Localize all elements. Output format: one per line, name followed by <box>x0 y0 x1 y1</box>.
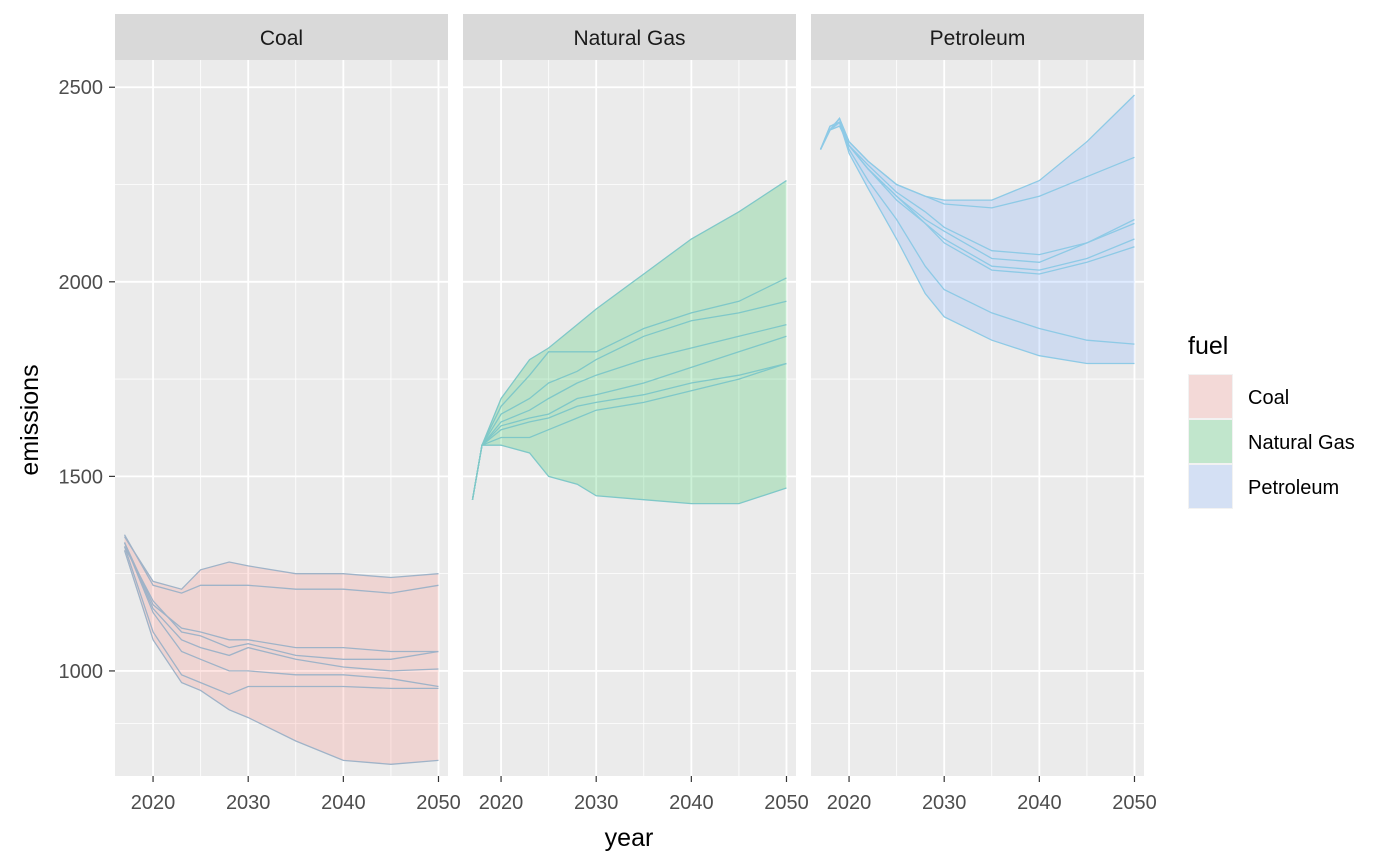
facet-strip-label: Petroleum <box>930 27 1026 50</box>
y-tick-label: 2000 <box>59 272 104 294</box>
legend-label: Petroleum <box>1248 477 1339 499</box>
y-tick-label: 1500 <box>59 466 104 488</box>
series-line-natural-gas-3 <box>471 362 787 500</box>
x-tick-label: 2040 <box>669 792 714 814</box>
facet-strip-label: Natural Gas <box>573 27 685 50</box>
x-axis-title: year <box>605 824 654 852</box>
y-axis: 1000 1500 2000 2500 <box>59 77 115 683</box>
legend-key-background <box>1188 464 1233 509</box>
x-tick-label: 2030 <box>922 792 967 814</box>
y-tick-label: 2500 <box>59 77 104 99</box>
facet-panels: Coal 2020 2030 2040 2050 Natural Gas 2020 2030 2… <box>115 14 1157 814</box>
series-line-coal-3 <box>123 542 439 672</box>
legend-swatch <box>1189 375 1232 418</box>
series-line-natural-gas-1 <box>471 444 787 505</box>
series-line-petroleum-5 <box>819 121 1135 263</box>
facet-natural-gas: Natural Gas 2020 2030 2040 2050 <box>463 14 809 814</box>
legend-title: fuel <box>1188 332 1228 360</box>
x-tick-label: 2050 <box>1112 792 1157 814</box>
ribbon-petroleum <box>820 95 1135 364</box>
series-line-natural-gas-5 <box>471 323 787 500</box>
ribbon-natural-gas <box>472 180 787 504</box>
series-line-coal-6 <box>123 534 439 594</box>
x-tick-label: 2030 <box>226 792 271 814</box>
series-line-natural-gas-2 <box>471 362 787 500</box>
facet-petroleum: Petroleum 2020 2030 2040 2050 <box>811 14 1157 814</box>
legend-key-background <box>1188 419 1233 464</box>
series-line-coal-7 <box>123 536 439 590</box>
series-line-coal-1 <box>123 542 439 688</box>
y-axis-title: emissions <box>16 364 44 475</box>
x-tick-label: 2040 <box>1017 792 1062 814</box>
ribbon-coal <box>124 534 439 765</box>
x-tick-label: 2050 <box>416 792 461 814</box>
series-line-petroleum-3 <box>819 125 1135 275</box>
legend-item-petroleum: Petroleum <box>1188 464 1339 509</box>
facet-strip-label: Coal <box>260 27 303 50</box>
legend: fuel Coal Natural Gas Petroleum <box>1188 332 1355 509</box>
panel-background <box>811 60 1144 776</box>
series-line-natural-gas-8 <box>471 180 787 500</box>
x-tick-label: 2030 <box>574 792 619 814</box>
series-line-coal-5 <box>123 550 439 765</box>
facet-coal: Coal 2020 2030 2040 2050 <box>115 14 461 814</box>
facet-strip <box>115 14 448 60</box>
x-tick-label: 2050 <box>764 792 809 814</box>
series-line-coal-8 <box>123 542 439 653</box>
legend-swatch <box>1189 420 1232 463</box>
facet-strip <box>811 14 1144 60</box>
series-line-natural-gas-7 <box>471 277 787 500</box>
series-line-petroleum-8 <box>819 117 1135 209</box>
panel-background <box>115 60 448 776</box>
legend-label: Coal <box>1248 387 1289 409</box>
legend-swatch <box>1189 465 1232 508</box>
panel-background <box>463 60 796 776</box>
x-tick-label: 2020 <box>479 792 524 814</box>
facet-strip <box>463 14 796 60</box>
legend-item-coal: Coal <box>1188 374 1289 419</box>
legend-label: Natural Gas <box>1248 432 1355 454</box>
legend-item-natural-gas: Natural Gas <box>1188 419 1355 464</box>
x-tick-label: 2040 <box>321 792 366 814</box>
series-line-coal-4 <box>123 546 439 696</box>
series-line-natural-gas-4 <box>471 335 787 500</box>
legend-key-background <box>1188 374 1233 419</box>
x-tick-label: 2020 <box>827 792 872 814</box>
x-tick-label: 2020 <box>131 792 176 814</box>
y-tick-label: 1000 <box>59 661 104 683</box>
series-line-natural-gas-6 <box>471 300 787 500</box>
